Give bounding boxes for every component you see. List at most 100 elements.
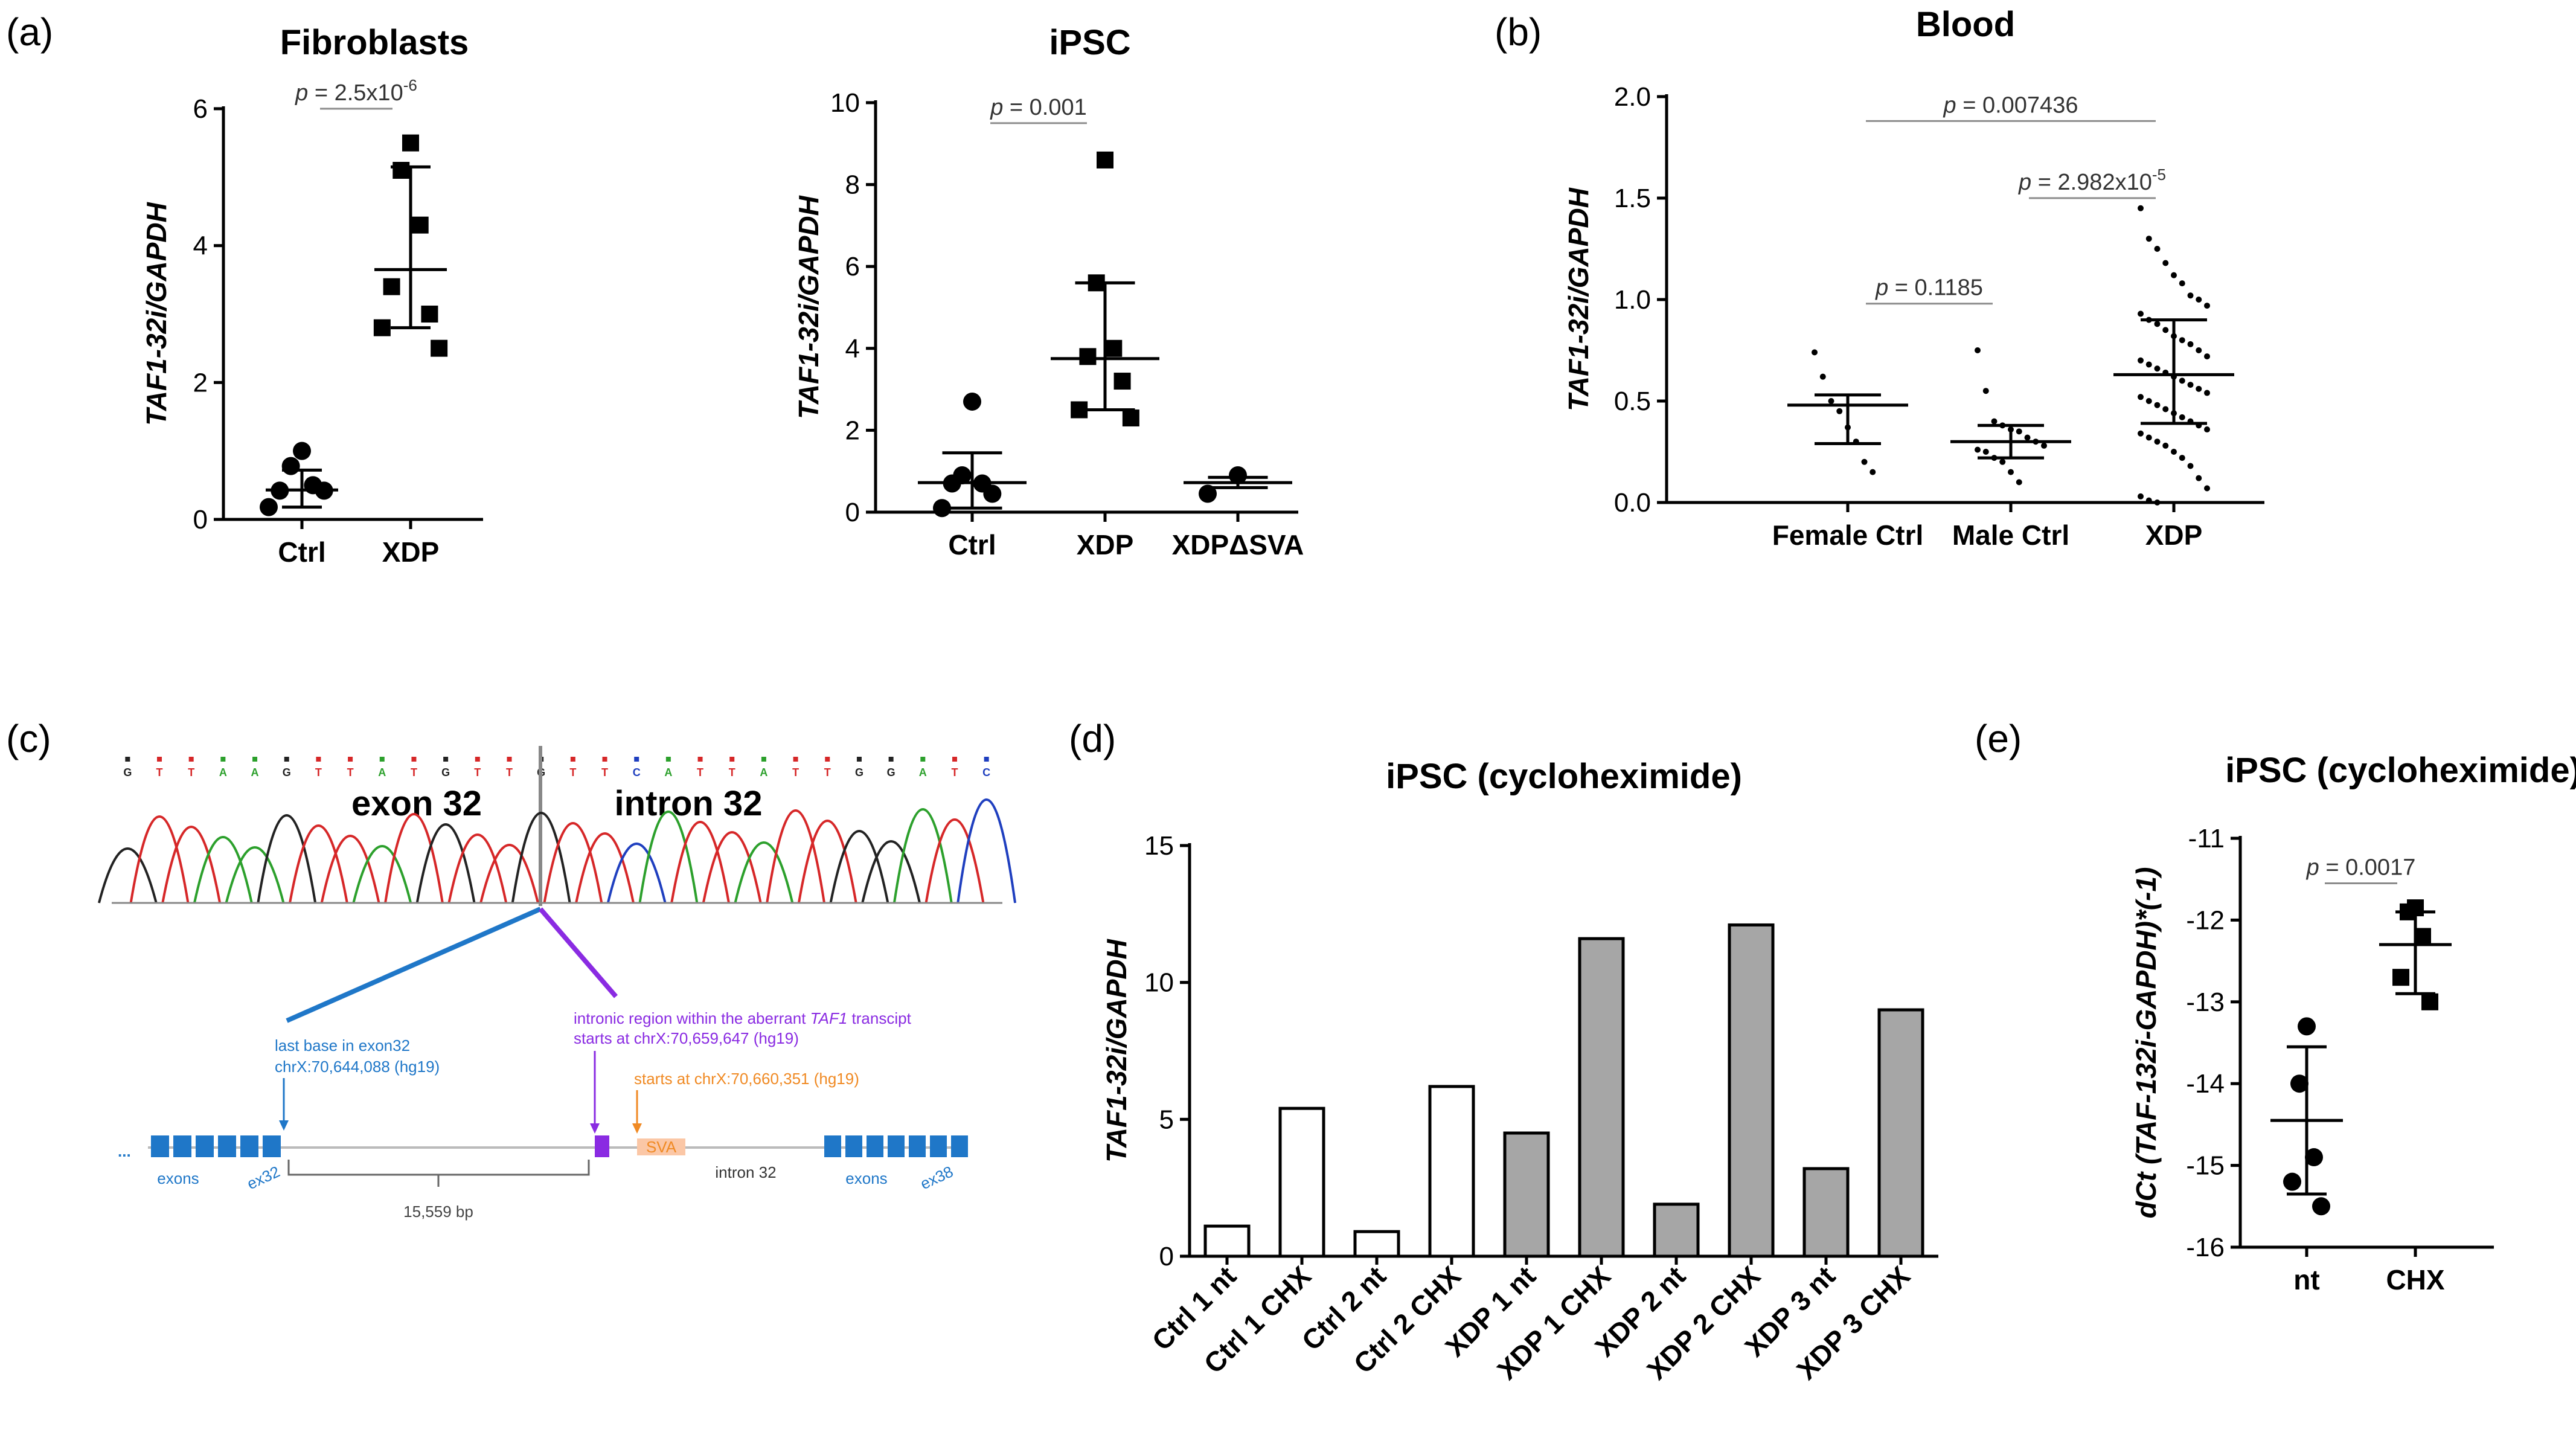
intron-label: intron 32 bbox=[615, 784, 763, 823]
trace-peak bbox=[543, 822, 603, 904]
data-point bbox=[392, 162, 410, 179]
base-marker bbox=[379, 757, 385, 762]
y-tick-label: 2 bbox=[845, 416, 860, 445]
y-tick-label: 15 bbox=[1144, 831, 1174, 861]
base-letter: G bbox=[441, 766, 450, 779]
arrowhead-orange bbox=[632, 1123, 642, 1134]
y-tick-label: 8 bbox=[845, 170, 860, 200]
data-point bbox=[983, 484, 1002, 503]
p-value-sup: -6 bbox=[403, 76, 417, 94]
base-letter: T bbox=[411, 766, 417, 779]
bar bbox=[1653, 1202, 1700, 1258]
trace-peak bbox=[511, 812, 571, 904]
p-value-italic: p bbox=[295, 80, 308, 106]
panel-label-c: (c) bbox=[6, 717, 51, 760]
base-letter: T bbox=[729, 766, 735, 779]
y-tick-label: 0 bbox=[193, 505, 208, 535]
data-point bbox=[2154, 321, 2161, 327]
chart-title: iPSC bbox=[1049, 23, 1130, 62]
zoom-line-blue bbox=[286, 907, 542, 1023]
base-letter: T bbox=[156, 766, 163, 779]
p-value-text: = 0.0017 bbox=[2319, 855, 2416, 880]
y-tick-label: 10 bbox=[830, 88, 860, 118]
y-tick-label: 4 bbox=[845, 334, 860, 364]
y-tick-label: 1.0 bbox=[1614, 285, 1651, 315]
y-tick-label: 4 bbox=[193, 231, 208, 261]
data-point bbox=[2196, 297, 2202, 303]
base-marker bbox=[475, 757, 480, 762]
p-value-sup: -5 bbox=[2152, 165, 2166, 184]
x-tick-label: CHX bbox=[2386, 1264, 2444, 1296]
bar bbox=[1353, 1230, 1400, 1258]
base-marker bbox=[920, 757, 926, 762]
exon-block bbox=[951, 1135, 968, 1157]
x-tick-label: Male Ctrl bbox=[1952, 519, 2069, 551]
data-point bbox=[2145, 398, 2152, 404]
chart-ipsc: iPSC TAF1-32i/GAPDH 0 2 4 6 8 10 Ctrl XDP XDPΔSVA p… bbox=[793, 23, 1304, 560]
data-point bbox=[1819, 373, 1826, 380]
exons-label-left: exons bbox=[157, 1169, 199, 1187]
intron-label-diagram: intron 32 bbox=[715, 1163, 776, 1181]
data-point bbox=[1828, 398, 1834, 404]
trace-peak bbox=[161, 826, 222, 904]
exon-block bbox=[151, 1135, 169, 1157]
base-letter: T bbox=[347, 766, 354, 779]
data-point bbox=[2204, 353, 2210, 360]
base-letter: C bbox=[982, 766, 990, 779]
arrowhead-blue bbox=[279, 1120, 289, 1131]
base-letter: G bbox=[887, 766, 896, 779]
data-point bbox=[2162, 260, 2169, 266]
y-axis-label-italic: TAF-132i-GAPDH bbox=[2130, 930, 2162, 1155]
trace-peak bbox=[384, 813, 444, 904]
exon-block bbox=[240, 1135, 258, 1157]
chart-blood: Blood TAF1-32i/GAPDH 0.0 0.5 1.0 1.5 2.0 Female… bbox=[1563, 5, 2264, 551]
sva-label: SVA bbox=[646, 1138, 677, 1156]
bar bbox=[1877, 1008, 1924, 1258]
data-point bbox=[402, 134, 419, 152]
base-marker bbox=[125, 757, 130, 762]
data-point bbox=[2154, 365, 2161, 372]
trace-peak bbox=[861, 840, 921, 904]
data-point bbox=[431, 339, 448, 357]
trace-peak bbox=[193, 836, 253, 904]
p-value-label: p = 0.001 bbox=[990, 95, 1087, 120]
base-letter: T bbox=[474, 766, 481, 779]
base-letter: T bbox=[315, 766, 322, 779]
zoom-line-purple bbox=[538, 907, 618, 998]
base-letter: T bbox=[697, 766, 703, 779]
data-point bbox=[2305, 1148, 2323, 1167]
intronic-block bbox=[595, 1135, 609, 1157]
y-tick-label: 0 bbox=[845, 498, 860, 527]
base-marker bbox=[443, 757, 449, 762]
exon-label: exon 32 bbox=[351, 784, 482, 823]
data-point bbox=[2187, 292, 2194, 299]
data-point bbox=[2145, 497, 2152, 504]
trace-peak bbox=[956, 798, 1017, 904]
y-tick-label: -16 bbox=[2186, 1233, 2225, 1262]
p-value-text: = 2.5x10 bbox=[308, 80, 403, 106]
data-point bbox=[2138, 394, 2144, 400]
trace-peak bbox=[415, 823, 476, 904]
data-point bbox=[1982, 388, 1989, 394]
data-point bbox=[1982, 449, 1989, 455]
data-point bbox=[1812, 349, 1818, 356]
bar bbox=[1278, 1106, 1325, 1258]
exon-block bbox=[909, 1135, 926, 1157]
data-point bbox=[1105, 339, 1123, 357]
data-point bbox=[2008, 469, 2014, 475]
data-point bbox=[2204, 426, 2210, 433]
annotation-intronic-a: intronic region within the aberrant bbox=[574, 1009, 810, 1027]
base-marker bbox=[348, 757, 353, 762]
y-axis-label-pre: dCt ( bbox=[2130, 1152, 2162, 1218]
arrowhead-purple bbox=[590, 1123, 600, 1134]
bar bbox=[1203, 1224, 1251, 1258]
base-marker bbox=[984, 757, 989, 762]
base-letter: A bbox=[760, 766, 767, 779]
data-point bbox=[373, 319, 391, 336]
x-tick-label: Ctrl bbox=[948, 529, 996, 560]
panel-c-chromatogram: GTTAAGTTATGTTGTTCATTATTGGATCexon 32intro… bbox=[97, 746, 1017, 1221]
trace-peak bbox=[892, 808, 953, 904]
p-value-text: = 0.001 bbox=[1003, 95, 1086, 120]
base-marker bbox=[856, 757, 862, 762]
x-tick-label: Ctrl bbox=[278, 536, 325, 568]
